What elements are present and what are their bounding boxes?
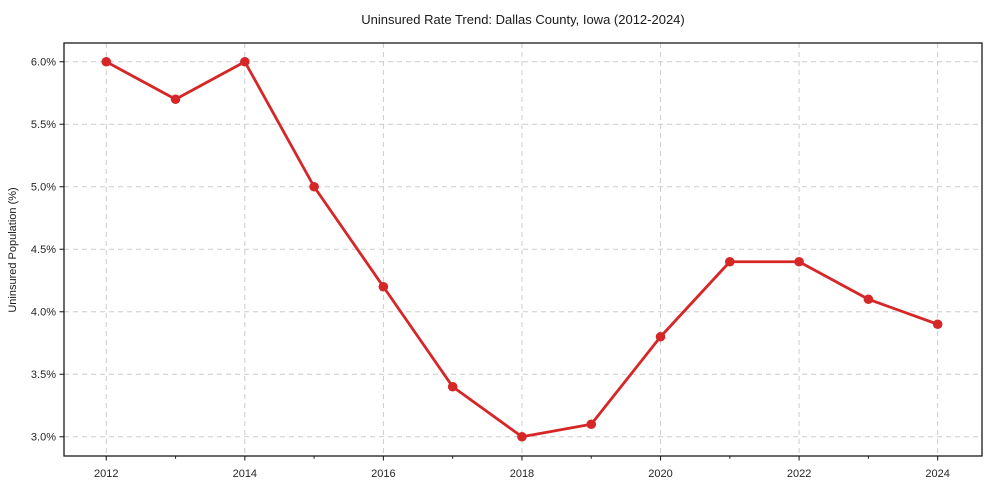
data-point-marker: [586, 419, 597, 430]
data-point-marker: [170, 94, 181, 105]
x-tick-label: 2018: [510, 468, 534, 480]
x-tick-label: 2016: [371, 468, 395, 480]
axis-tick-labels: 3.0% 3.5% 4.0% 4.5% 5.0% 5.5% 6.0% 2012 2014 2016…: [31, 56, 950, 480]
x-tick-label: 2024: [925, 468, 949, 480]
data-point-marker: [309, 181, 319, 192]
data-point-marker: [240, 56, 250, 67]
x-tick-label: 2022: [787, 468, 811, 480]
y-tick-label: 3.0%: [31, 431, 56, 443]
chart-title: Uninsured Rate Trend: Dallas County, Iow…: [361, 12, 685, 27]
data-point-marker: [725, 256, 735, 267]
x-tick-label: 2014: [233, 468, 257, 480]
data-point-marker: [863, 294, 874, 305]
data-point-marker: [447, 381, 458, 392]
axis-ticks: [59, 61, 939, 461]
y-tick-label: 5.0%: [31, 181, 56, 193]
data-point-marker: [378, 281, 389, 292]
y-axis-label: Uninsured Population (%): [7, 187, 19, 312]
x-tick-label: 2020: [648, 468, 672, 480]
y-tick-label: 4.0%: [31, 306, 56, 318]
x-tick-label: 2012: [94, 468, 118, 480]
data-series: [101, 56, 943, 442]
data-point-marker: [655, 331, 666, 342]
plot-border: [63, 42, 983, 457]
data-point-marker: [932, 319, 943, 330]
data-point-marker: [794, 256, 804, 267]
data-point-marker: [517, 431, 527, 442]
y-tick-label: 4.5%: [31, 244, 56, 256]
data-point-marker: [101, 56, 112, 67]
gridlines: [64, 43, 982, 456]
y-tick-label: 3.5%: [31, 369, 56, 381]
y-tick-label: 5.5%: [31, 119, 56, 131]
y-tick-label: 6.0%: [31, 56, 56, 68]
